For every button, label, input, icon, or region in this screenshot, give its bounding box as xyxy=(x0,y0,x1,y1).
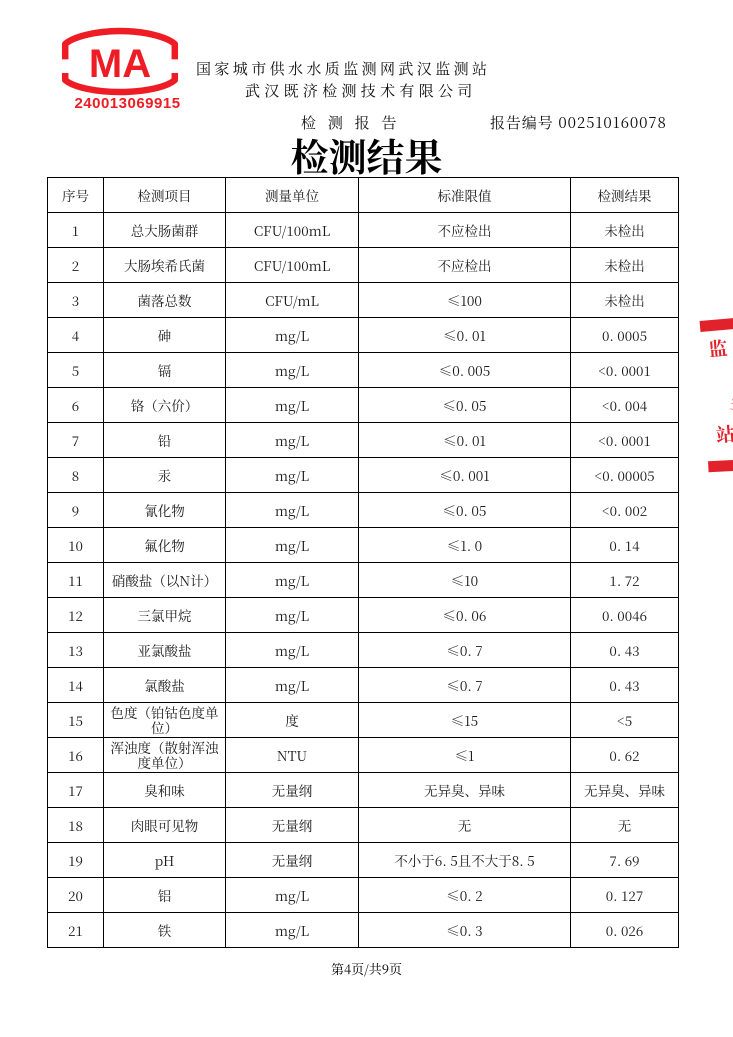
svg-text:站: 站 xyxy=(715,419,733,448)
svg-text:监: 监 xyxy=(707,334,728,363)
svg-text:签: 签 xyxy=(728,389,733,418)
svg-text:MA: MA xyxy=(89,42,151,86)
